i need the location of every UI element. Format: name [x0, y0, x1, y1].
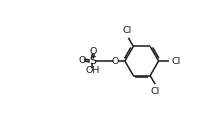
Text: O: O [111, 56, 119, 66]
Text: O: O [89, 47, 96, 56]
Text: OH: OH [85, 66, 99, 75]
Text: Cl: Cl [170, 56, 179, 66]
Text: S: S [88, 56, 95, 66]
Text: O: O [78, 56, 85, 65]
Text: Cl: Cl [122, 26, 131, 35]
Text: Cl: Cl [150, 87, 159, 96]
